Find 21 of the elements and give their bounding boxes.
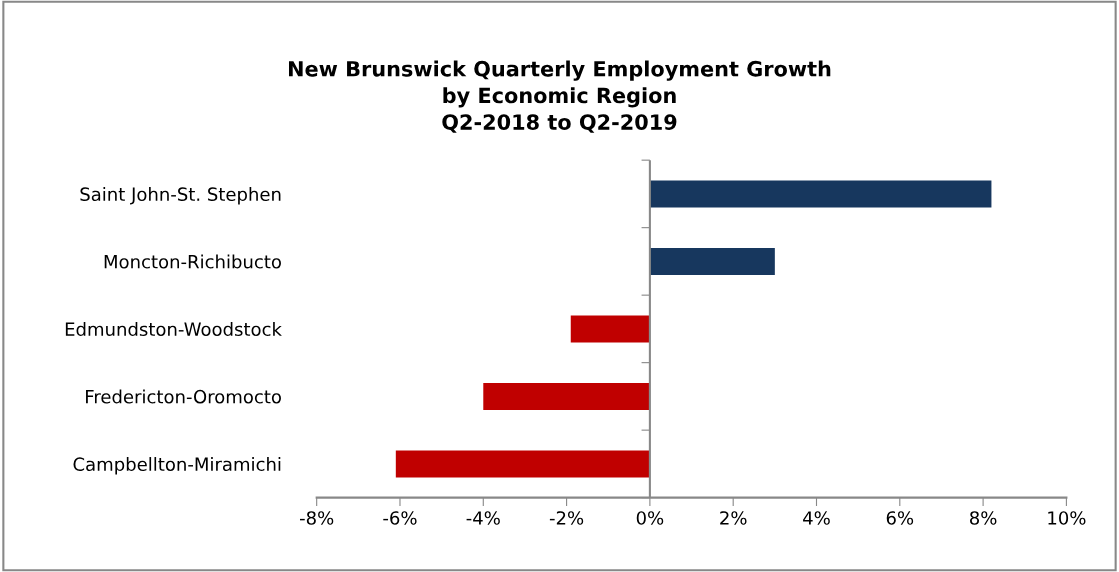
bar — [649, 180, 992, 208]
x-tick-label: -8% — [299, 511, 334, 525]
bar — [395, 450, 650, 478]
x-tick-label: 2% — [720, 511, 747, 525]
x-tick-label: -2% — [549, 511, 584, 525]
x-tick-label: -6% — [383, 511, 417, 525]
chart-title: New Brunswick Quarterly Employment Growth by Economic Region Q2-2018 to Q2-2019 — [289, 60, 831, 133]
x-tick-label: 8% — [970, 511, 997, 525]
y-tick-label: Campbellton-Miramichi — [73, 457, 281, 475]
y-tick-label: Moncton-Richibucto — [104, 254, 281, 269]
x-tick-label: 6% — [886, 511, 914, 525]
x-tick-label: 10% — [1048, 511, 1086, 525]
y-tick-label: Edmundston-Woodstock — [65, 322, 282, 337]
x-tick-label: -4% — [466, 511, 500, 525]
y-tick-label: Fredericton-Oromocto — [86, 389, 281, 404]
bar — [570, 315, 650, 343]
x-tick-label: 0% — [636, 511, 664, 525]
bar — [649, 247, 775, 275]
x-tick-label: 4% — [803, 511, 830, 525]
bar — [483, 382, 650, 410]
y-tick-label: Saint John-St. Stephen — [80, 187, 281, 205]
